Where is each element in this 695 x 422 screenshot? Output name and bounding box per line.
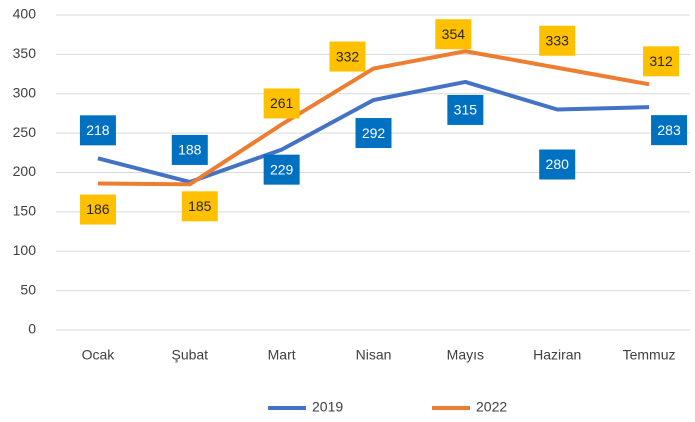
- data-label-box: [447, 94, 484, 125]
- data-label-box: [651, 115, 688, 146]
- x-tick-label: Ocak: [82, 347, 116, 363]
- data-label-box: [181, 191, 218, 222]
- data-label-box: [79, 115, 116, 146]
- data-label-box: [355, 118, 392, 149]
- data-label-box: [263, 154, 300, 185]
- data-label: 292: [362, 125, 386, 141]
- data-label-box: [643, 46, 680, 77]
- data-label-box: [539, 149, 576, 180]
- y-tick-label: 400: [13, 6, 37, 22]
- data-label: 188: [178, 142, 202, 158]
- data-label: 280: [546, 156, 570, 172]
- x-tick-label: Mart: [268, 347, 296, 363]
- y-tick-label: 0: [28, 321, 36, 337]
- data-label: 312: [649, 53, 673, 69]
- x-tick-label: Şubat: [171, 347, 208, 363]
- x-tick-label: Temmuz: [623, 347, 676, 363]
- data-label: 315: [454, 102, 478, 118]
- data-label: 333: [546, 32, 570, 48]
- data-label: 218: [86, 122, 110, 138]
- legend-label: 2022: [476, 399, 507, 415]
- data-label-box: [329, 41, 366, 72]
- data-label-box: [435, 19, 472, 50]
- y-tick-label: 100: [13, 242, 37, 258]
- legend-label: 2019: [312, 399, 343, 415]
- y-tick-label: 300: [13, 84, 37, 100]
- data-label: 261: [270, 95, 294, 111]
- data-label: 229: [270, 161, 294, 177]
- y-tick-label: 200: [13, 163, 37, 179]
- y-tick-label: 50: [20, 281, 36, 297]
- y-tick-label: 350: [13, 45, 37, 61]
- x-tick-label: Mayıs: [447, 347, 484, 363]
- y-tick-label: 250: [13, 124, 37, 140]
- data-label: 354: [442, 26, 466, 42]
- data-label-box: [539, 25, 576, 56]
- data-label-box: [263, 88, 300, 119]
- y-tick-label: 150: [13, 203, 37, 219]
- data-label: 186: [86, 201, 110, 217]
- data-label: 283: [657, 122, 681, 138]
- x-tick-label: Nisan: [356, 347, 392, 363]
- data-label-box: [171, 134, 208, 165]
- data-label: 185: [188, 198, 212, 214]
- data-label-box: [79, 194, 116, 225]
- x-tick-label: Haziran: [533, 347, 581, 363]
- series-line: [97, 49, 650, 187]
- data-label: 332: [336, 48, 360, 64]
